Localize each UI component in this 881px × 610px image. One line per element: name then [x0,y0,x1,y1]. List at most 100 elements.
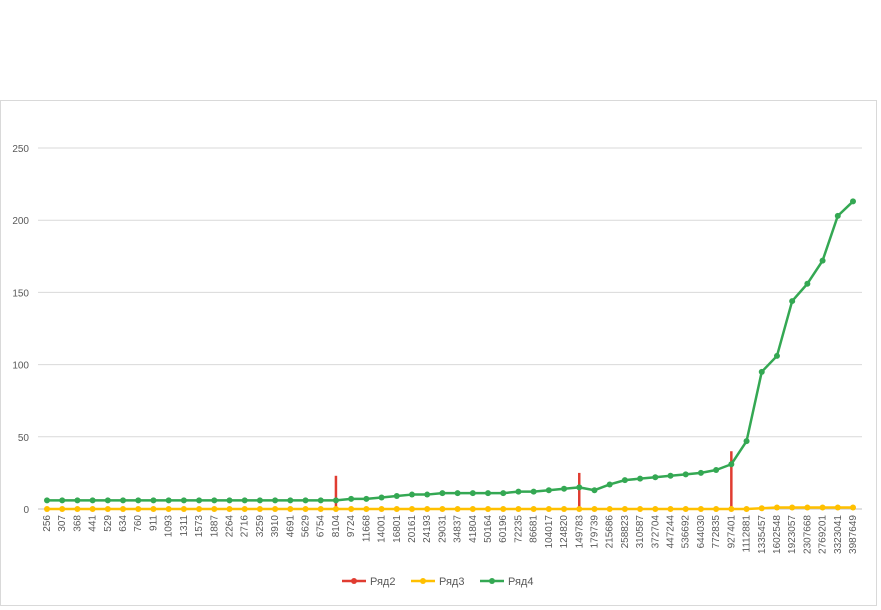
data-point [135,497,142,504]
data-point [378,494,385,501]
data-point [728,506,735,512]
y-tick-label: 250 [12,144,29,155]
x-tick-label: 256 [42,515,53,532]
x-tick-label: 124820 [559,515,570,549]
data-point [104,497,111,504]
x-tick-label: 72235 [513,515,524,543]
data-point [743,438,750,445]
x-tick-label: 927401 [726,515,737,549]
data-point [789,298,796,305]
data-point [332,497,339,504]
x-tick-label: 307 [57,515,68,532]
data-point [682,506,689,512]
x-tick-label: 634 [118,515,129,532]
data-point [165,506,172,512]
x-tick-label: 372704 [650,515,661,549]
data-point [804,280,811,287]
data-point [89,506,96,512]
data-point [135,506,142,512]
data-point [576,506,583,512]
data-point [637,506,644,512]
data-point [348,506,355,512]
data-point [728,461,735,468]
x-tick-label: 29031 [437,515,448,543]
data-point [44,506,50,512]
data-point [697,469,704,476]
x-tick-label: 86681 [529,515,540,543]
data-point [287,497,294,504]
data-point [226,506,233,512]
data-point [59,506,66,512]
x-tick-label: 14001 [377,515,388,543]
x-tick-label: 760 [133,515,144,532]
x-tick-label: 1887 [209,515,220,538]
x-tick-label: 2716 [240,515,251,538]
data-point [408,506,415,512]
data-point [773,352,780,359]
data-point [561,506,568,512]
data-point [469,506,476,512]
data-point [713,506,720,512]
x-tick-label: 2264 [224,515,235,538]
x-tick-label: 447244 [666,515,677,549]
data-point [576,484,583,491]
data-point [74,497,81,504]
data-point [713,467,720,474]
data-point [378,506,385,512]
data-point [469,490,476,497]
legend-label: Ряд4 [508,576,533,588]
legend-marker [489,578,495,584]
y-tick-label: 0 [23,505,29,516]
x-tick-label: 5629 [301,515,312,538]
x-tick-label: 34837 [453,515,464,543]
x-tick-label: 3323041 [833,515,844,554]
data-point [652,474,659,481]
data-point [454,506,461,512]
legend: Ряд2 Ряд3 Ряд4 [342,576,533,588]
x-tick-label: 1573 [194,515,205,538]
data-point [59,497,66,504]
data-point [408,491,415,498]
data-point [104,506,111,512]
x-tick-label: 911 [148,515,159,531]
data-point [621,477,628,484]
data-point [74,506,81,512]
data-point [439,490,446,497]
x-tick-label: 1923057 [787,515,798,554]
data-point [241,506,248,512]
data-point [363,506,370,512]
data-point [621,506,628,512]
data-point [424,491,431,498]
x-tick-label: 50164 [483,515,494,543]
data-point [758,368,765,375]
data-point [652,506,659,512]
x-tick-label: 441 [88,515,99,532]
data-point [150,497,157,504]
x-tick-label: 11668 [361,515,372,543]
data-point [667,472,674,479]
x-tick-label: 215686 [605,515,616,549]
data-point [591,506,598,512]
data-point [180,497,187,504]
data-point [834,504,841,511]
data-point [302,506,309,512]
data-point [500,490,507,497]
x-tick-label: 149783 [574,515,585,549]
data-point [256,497,263,504]
x-tick-label: 4691 [285,515,296,538]
data-point [485,490,492,497]
data-point [743,506,750,512]
data-point [682,471,689,478]
x-tick-label: 24193 [422,515,433,543]
data-point [515,488,522,495]
x-tick-label: 310587 [635,515,646,549]
data-point [561,485,568,492]
x-tick-label: 1602548 [772,515,783,554]
data-point [591,487,598,494]
x-tick-label: 3987649 [848,515,859,554]
series-layer [44,198,856,512]
data-point [515,506,522,512]
data-point [485,506,492,512]
legend-marker [351,578,357,584]
